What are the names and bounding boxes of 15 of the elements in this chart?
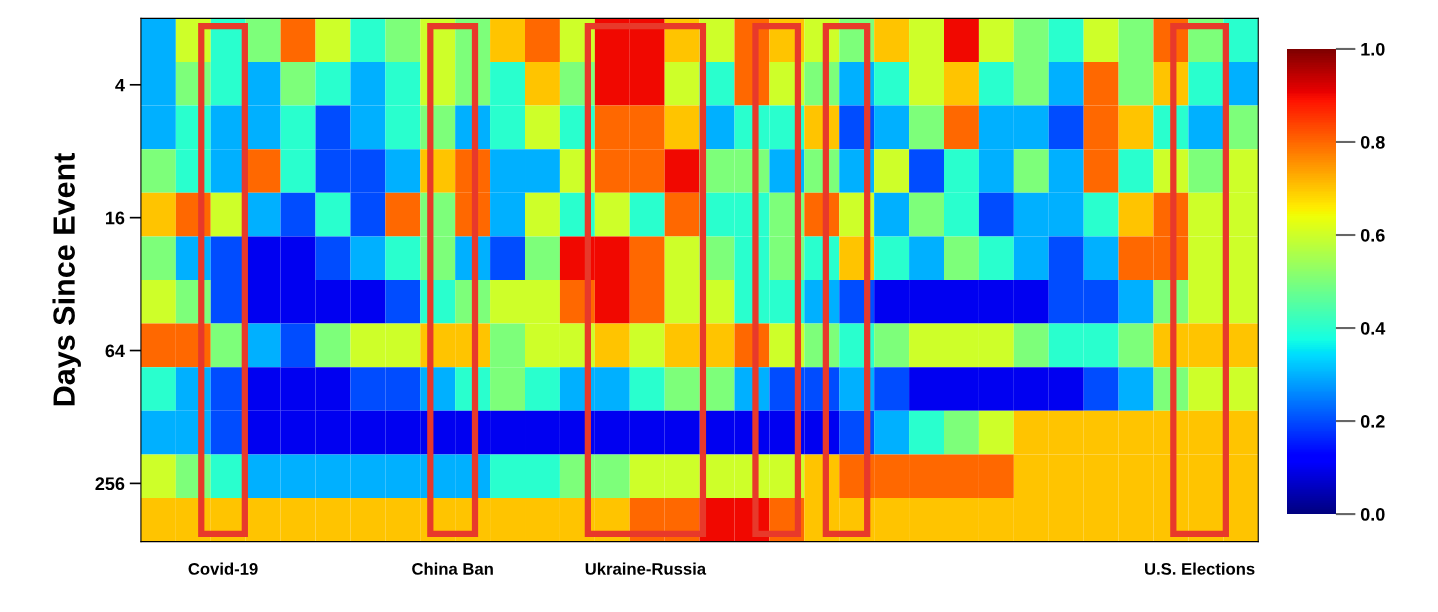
color-bar-label: 0.4 — [1360, 321, 1386, 335]
text: U.S. Elections — [1145, 562, 1255, 575]
y-tick-label: 4 — [115, 78, 125, 92]
y-axis-title: Days Since Event — [52, 152, 81, 406]
y-tick-label: 256 — [95, 477, 125, 491]
color-bar-label: 0.0 — [1360, 508, 1385, 521]
y-tick-label: 64 — [105, 344, 125, 358]
color-bar-label: 0.2 — [1360, 414, 1385, 428]
text: Covid-19 — [188, 562, 258, 575]
text: Ukraine-Russia — [585, 562, 707, 575]
y-tick-label: 16 — [106, 211, 125, 225]
text: China Ban — [412, 562, 493, 575]
color-bar-label: 1.0 — [1361, 42, 1385, 56]
color-bar-label: 0.6 — [1360, 228, 1385, 242]
color-bar-label: 0.8 — [1360, 135, 1385, 149]
